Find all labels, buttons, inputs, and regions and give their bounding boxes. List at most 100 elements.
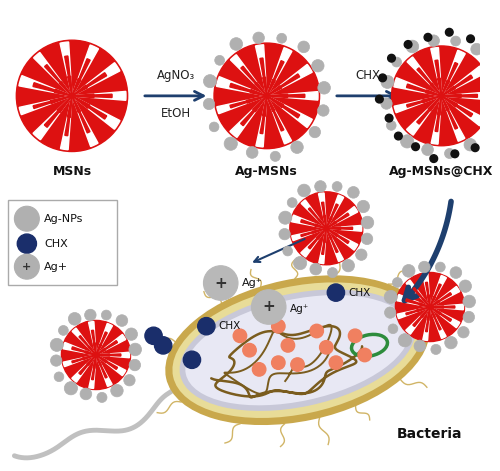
Wedge shape (72, 96, 90, 108)
Wedge shape (79, 335, 96, 355)
Wedge shape (230, 96, 267, 108)
Wedge shape (79, 355, 96, 374)
Wedge shape (435, 96, 442, 131)
Wedge shape (96, 334, 126, 355)
Wedge shape (326, 228, 344, 261)
Wedge shape (430, 300, 440, 307)
Wedge shape (72, 96, 80, 113)
Wedge shape (431, 48, 442, 96)
Wedge shape (260, 58, 267, 96)
Wedge shape (267, 48, 292, 96)
Wedge shape (430, 307, 441, 330)
Wedge shape (406, 84, 442, 96)
Wedge shape (72, 45, 99, 96)
Wedge shape (442, 75, 472, 96)
Wedge shape (96, 344, 102, 355)
Circle shape (492, 69, 499, 77)
Wedge shape (407, 57, 442, 96)
Circle shape (270, 151, 280, 162)
Circle shape (464, 138, 476, 151)
Wedge shape (438, 78, 442, 96)
Circle shape (394, 132, 402, 140)
Circle shape (210, 122, 219, 132)
Wedge shape (430, 307, 441, 315)
Wedge shape (430, 307, 435, 317)
Circle shape (214, 56, 224, 65)
Wedge shape (394, 96, 442, 113)
Wedge shape (308, 208, 326, 228)
Circle shape (362, 233, 373, 244)
Circle shape (463, 295, 475, 308)
Wedge shape (60, 96, 72, 150)
Circle shape (444, 148, 454, 159)
Wedge shape (19, 76, 72, 96)
Wedge shape (301, 200, 326, 228)
Circle shape (243, 343, 256, 357)
Wedge shape (422, 298, 430, 307)
Circle shape (348, 329, 362, 342)
Circle shape (58, 325, 68, 335)
Circle shape (422, 144, 434, 155)
Wedge shape (267, 96, 300, 118)
Wedge shape (88, 346, 96, 355)
Wedge shape (319, 228, 326, 264)
Circle shape (233, 329, 246, 342)
Ellipse shape (172, 283, 422, 418)
Text: Ag-NPs: Ag-NPs (44, 214, 84, 224)
Wedge shape (72, 328, 96, 355)
Circle shape (291, 141, 304, 154)
Circle shape (384, 307, 396, 318)
Wedge shape (326, 228, 332, 239)
Circle shape (110, 384, 123, 397)
Wedge shape (394, 78, 442, 96)
Text: Ag⁺: Ag⁺ (242, 278, 262, 288)
Wedge shape (267, 96, 284, 131)
Wedge shape (416, 96, 442, 124)
Circle shape (400, 135, 414, 148)
Text: Ag-MSNs@CHX: Ag-MSNs@CHX (390, 165, 494, 178)
Wedge shape (406, 96, 442, 107)
Circle shape (463, 311, 474, 323)
Wedge shape (72, 59, 90, 96)
Wedge shape (72, 96, 106, 119)
Circle shape (279, 228, 290, 240)
Wedge shape (426, 90, 442, 96)
Circle shape (384, 290, 398, 303)
Wedge shape (413, 288, 430, 307)
Wedge shape (34, 52, 72, 96)
Circle shape (246, 146, 258, 158)
Wedge shape (72, 96, 90, 133)
Wedge shape (65, 96, 72, 136)
Wedge shape (72, 85, 88, 96)
Wedge shape (267, 80, 276, 96)
Circle shape (381, 75, 394, 89)
Wedge shape (420, 307, 430, 317)
Text: CHX: CHX (219, 321, 241, 331)
Circle shape (204, 74, 216, 88)
Wedge shape (96, 341, 118, 355)
Circle shape (290, 192, 363, 265)
Wedge shape (88, 322, 96, 355)
Wedge shape (96, 355, 112, 386)
Wedge shape (252, 96, 267, 112)
Wedge shape (442, 96, 458, 107)
Circle shape (381, 98, 392, 109)
Circle shape (125, 328, 138, 341)
Wedge shape (442, 50, 465, 96)
Circle shape (444, 336, 457, 349)
Circle shape (450, 36, 460, 46)
Circle shape (312, 60, 324, 72)
Wedge shape (431, 96, 442, 144)
Ellipse shape (166, 276, 430, 425)
Wedge shape (93, 355, 96, 368)
Circle shape (490, 104, 500, 115)
Wedge shape (397, 294, 430, 307)
Wedge shape (312, 228, 326, 233)
Wedge shape (68, 76, 72, 96)
Circle shape (430, 155, 438, 162)
Circle shape (428, 35, 440, 47)
Wedge shape (292, 215, 326, 228)
Wedge shape (33, 96, 72, 140)
Circle shape (18, 234, 36, 253)
Wedge shape (267, 92, 318, 100)
